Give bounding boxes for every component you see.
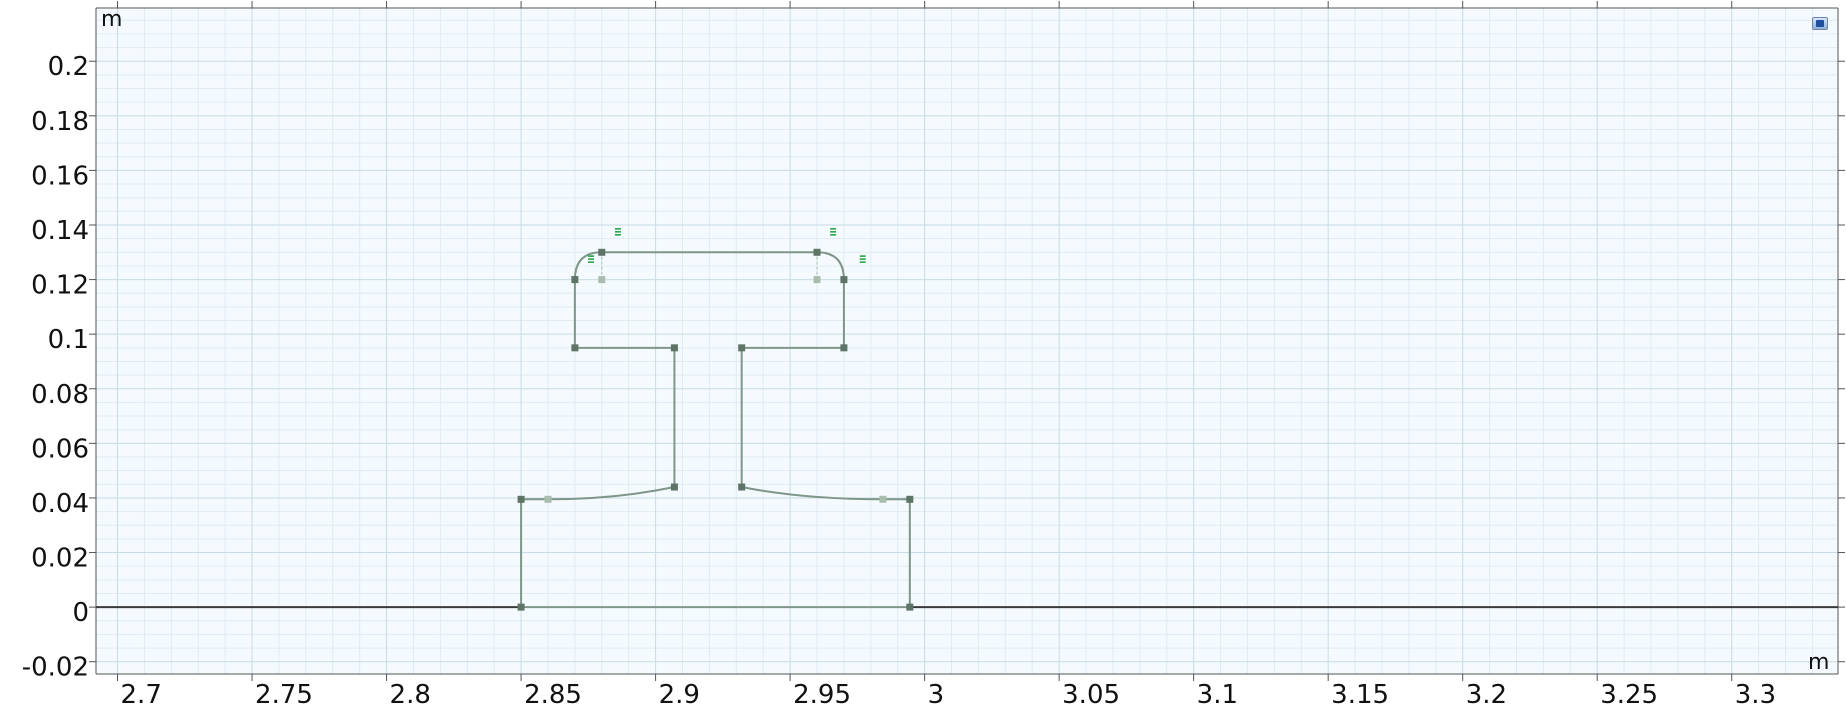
vertex-point[interactable] xyxy=(738,344,746,352)
vertex-point[interactable] xyxy=(670,344,678,352)
y-axis-tick-labels: 0.2 0.18 0.16 0.14 0.12 0.1 0.08 0.06 0.04 0.02 0 -… xyxy=(22,52,89,682)
y-tick-label: 0.08 xyxy=(31,380,89,410)
y-tick-label: 0.18 xyxy=(31,107,89,137)
vertex-point[interactable] xyxy=(517,603,525,611)
x-tick-label: 3.1 xyxy=(1197,680,1238,708)
y-tick-label: 0.12 xyxy=(31,271,89,301)
geometry-arc[interactable] xyxy=(816,251,845,280)
geometry-arc[interactable] xyxy=(547,486,675,501)
vertex-point[interactable] xyxy=(738,483,746,491)
x-tick-label: 2.7 xyxy=(121,680,162,708)
x-tick-label: 2.8 xyxy=(390,680,431,708)
x-tick-label: 3 xyxy=(928,680,945,708)
y-tick-label: 0.14 xyxy=(31,216,89,246)
vertex-point[interactable] xyxy=(598,248,606,256)
y-tick-label: -0.02 xyxy=(22,653,89,683)
fillet-marker-icon[interactable] xyxy=(614,228,621,236)
y-tick-label: 0.06 xyxy=(31,434,89,464)
grid-major-lines xyxy=(96,8,1838,674)
x-tick-label: 3.15 xyxy=(1331,680,1389,708)
y-tick-label: 0.2 xyxy=(48,52,89,82)
control-point[interactable] xyxy=(544,495,552,503)
x-tick-label: 3.25 xyxy=(1600,680,1658,708)
y-tick-label: 0.02 xyxy=(31,544,89,574)
x-axis-unit-label: m xyxy=(1808,650,1829,675)
fillet-marker-icon[interactable] xyxy=(830,228,837,236)
x-tick-label: 3.05 xyxy=(1062,680,1120,708)
y-tick-label: 0.04 xyxy=(31,489,89,519)
view-toggle-icon[interactable] xyxy=(1812,17,1828,30)
geometry-arc[interactable] xyxy=(741,486,883,501)
y-tick-label: 0 xyxy=(72,598,89,628)
x-tick-label: 3.3 xyxy=(1735,680,1776,708)
geometry-arc[interactable] xyxy=(573,251,602,280)
x-tick-label: 2.75 xyxy=(255,680,313,708)
geometry-sketch[interactable] xyxy=(96,228,1838,611)
vertex-point[interactable] xyxy=(670,483,678,491)
y-tick-label: 0.1 xyxy=(48,325,89,355)
control-point[interactable] xyxy=(813,276,821,284)
vertex-point[interactable] xyxy=(571,276,579,284)
x-tick-label: 2.9 xyxy=(659,680,700,708)
control-point[interactable] xyxy=(598,276,606,284)
x-tick-label: 2.95 xyxy=(793,680,851,708)
vertex-point[interactable] xyxy=(906,495,914,503)
vertex-point[interactable] xyxy=(571,344,579,352)
vertex-point[interactable] xyxy=(906,603,914,611)
y-axis-unit-label: m xyxy=(101,7,122,32)
fillet-marker-icon[interactable] xyxy=(859,255,866,263)
vertex-point[interactable] xyxy=(517,495,525,503)
y-tick-label: 0.16 xyxy=(31,161,89,191)
plot-area[interactable] xyxy=(96,8,1838,674)
x-tick-label: 3.2 xyxy=(1466,680,1507,708)
control-point[interactable] xyxy=(879,495,887,503)
axes-frame xyxy=(89,1,1845,681)
vertex-point[interactable] xyxy=(813,248,821,256)
vertex-point[interactable] xyxy=(840,344,848,352)
x-axis-tick-labels: 2.7 2.75 2.8 2.85 2.9 2.95 3 3.05 3.1 3.15 3.2 3.25… xyxy=(121,680,1777,708)
vertex-point[interactable] xyxy=(840,276,848,284)
fillet-marker-icon[interactable] xyxy=(588,255,595,263)
x-tick-label: 2.85 xyxy=(524,680,582,708)
